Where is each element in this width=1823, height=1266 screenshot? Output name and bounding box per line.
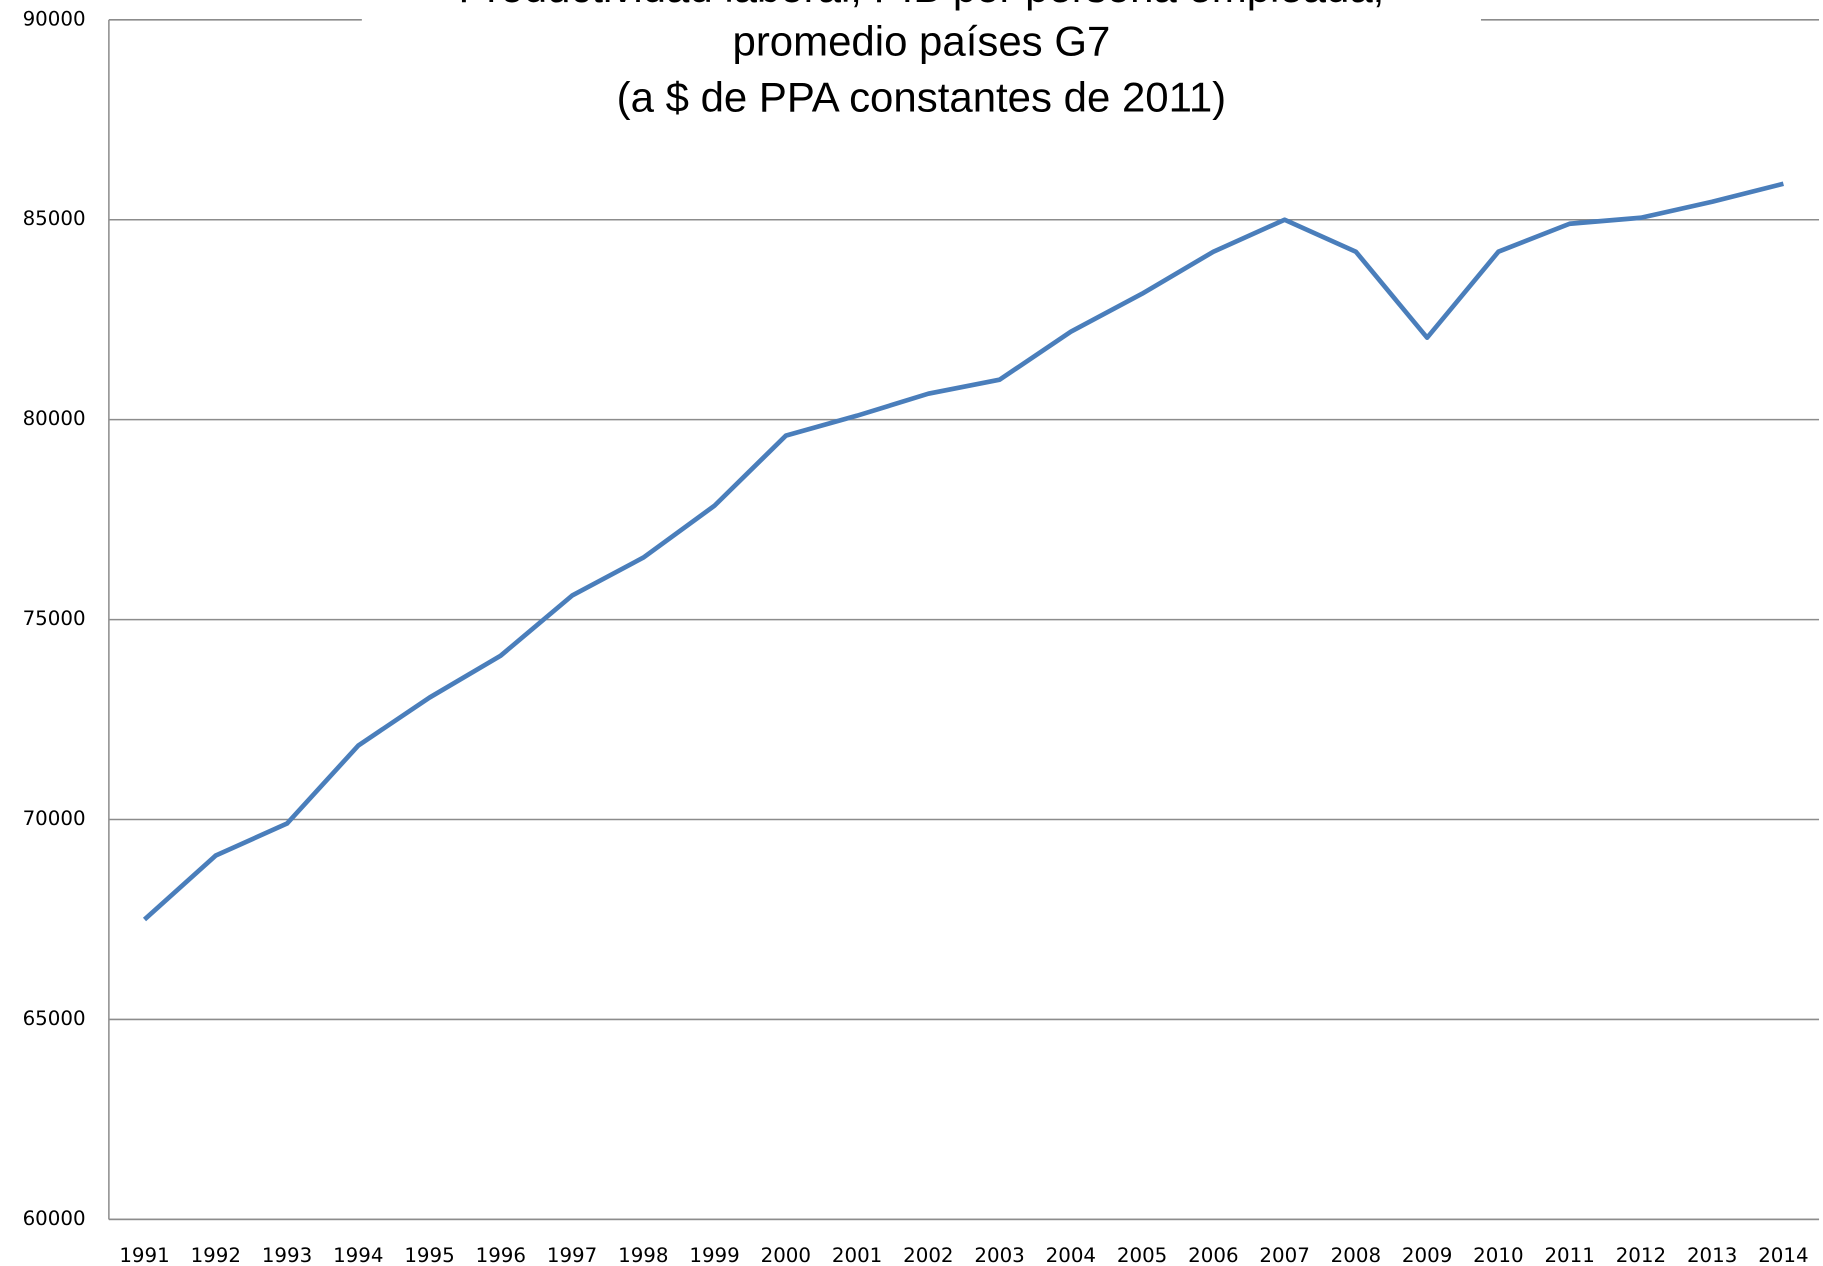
chart-title: Productividad laboral, PIB por persona e… [458,0,1384,11]
y-tick-label: 65000 [23,1007,86,1030]
x-tick-label: 2007 [1259,1244,1309,1266]
x-tick-label: 2003 [974,1244,1024,1266]
x-tick-label: 1993 [262,1244,312,1266]
x-tick-label: 1997 [547,1244,597,1266]
x-tick-label: 1995 [404,1244,454,1266]
x-tick-label: 2014 [1758,1244,1808,1266]
x-tick-label: 2002 [903,1244,953,1266]
x-tick-label: 2008 [1331,1244,1381,1266]
x-tick-label: 1991 [119,1244,169,1266]
y-tick-label: 80000 [23,407,86,430]
x-tick-label: 2000 [761,1244,811,1266]
chart-title: (a $ de PPA constantes de 2011) [617,73,1227,120]
x-tick-label: 2001 [832,1244,882,1266]
y-tick-label: 75000 [23,607,86,630]
x-tick-label: 2009 [1402,1244,1452,1266]
x-tick-label: 1999 [689,1244,739,1266]
x-tick-label: 2006 [1188,1244,1238,1266]
y-tick-label: 90000 [23,7,86,30]
chart-title: promedio países G7 [733,17,1111,64]
y-tick-label: 70000 [23,807,86,830]
x-tick-label: 1994 [333,1244,383,1266]
x-tick-label: 2005 [1117,1244,1167,1266]
x-tick-label: 2013 [1687,1244,1737,1266]
data-line [142,181,1784,922]
x-tick-label: 1996 [476,1244,526,1266]
title-background [361,0,1481,131]
y-tick-label: 85000 [23,207,86,230]
y-tick-label: 60000 [23,1207,86,1230]
x-tick-label: 2010 [1473,1244,1523,1266]
x-tick-label: 2012 [1616,1244,1666,1266]
x-tick-label: 1998 [618,1244,668,1266]
x-tick-label: 2004 [1046,1244,1096,1266]
x-tick-label: 2011 [1544,1244,1594,1266]
x-tick-label: 1992 [191,1244,241,1266]
